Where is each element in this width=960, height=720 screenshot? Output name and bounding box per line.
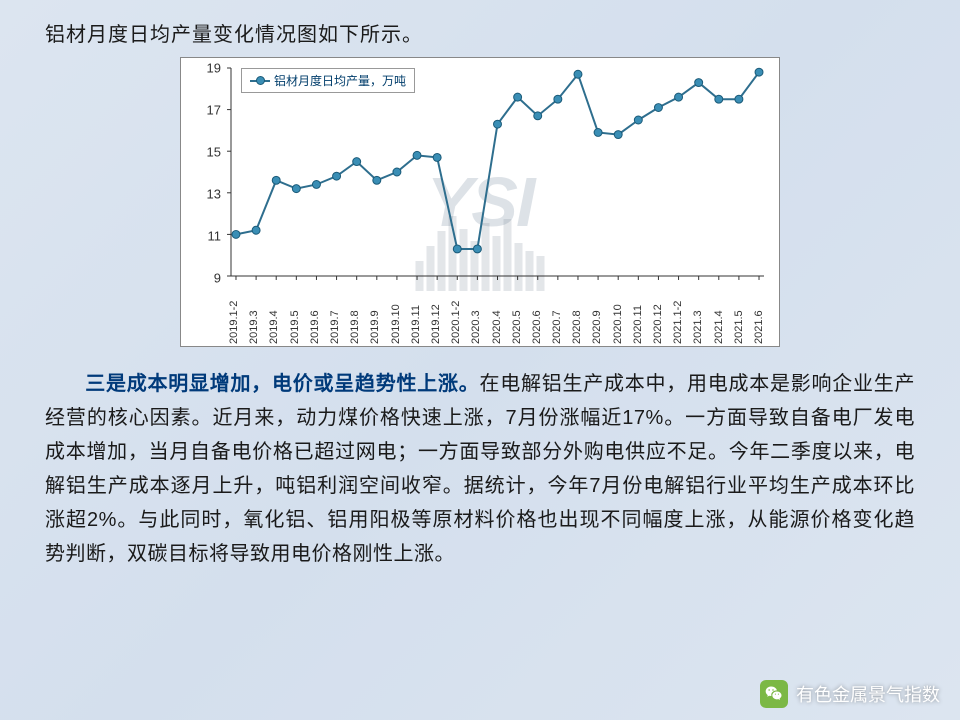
chart-svg (231, 68, 764, 276)
intro-paragraph: 铝材月度日均产量变化情况图如下所示。 (45, 18, 915, 47)
legend-label: 铝材月度日均产量，万吨 (274, 72, 406, 89)
x-tick-label: 2020.8 (571, 284, 583, 344)
footer: 有色金属景气指数 (760, 680, 940, 708)
y-tick-label: 19 (207, 61, 221, 76)
x-tick-label: 2020.3 (470, 284, 482, 344)
x-tick-label: 2021.6 (753, 284, 765, 344)
body-paragraph: 三是成本明显增加，电价或呈趋势性上涨。在电解铝生产成本中，用电成本是影响企业生产… (45, 367, 915, 571)
wechat-icon (760, 680, 788, 708)
x-tick-label: 2019.5 (289, 284, 301, 344)
x-tick-label: 2019.1-2 (228, 284, 240, 344)
slide-page: 铝材月度日均产量变化情况图如下所示。 YSI 铝材月度日均产量，万吨 91113… (0, 0, 960, 720)
x-tick-label: 2019.9 (369, 284, 381, 344)
plot-area (231, 68, 764, 276)
x-tick-label: 2021.3 (692, 284, 704, 344)
x-tick-label: 2020.6 (531, 284, 543, 344)
x-tick-label: 2020.5 (511, 284, 523, 344)
x-tick-label: 2019.10 (390, 284, 402, 344)
y-tick-label: 15 (207, 145, 221, 160)
x-tick-label: 2020.11 (632, 284, 644, 344)
x-tick-label: 2019.12 (430, 284, 442, 344)
chart-legend: 铝材月度日均产量，万吨 (241, 68, 415, 93)
y-axis: 91113151719 (181, 68, 226, 278)
x-tick-label: 2020.12 (652, 284, 664, 344)
x-tick-label: 2019.7 (329, 284, 341, 344)
legend-marker-icon (250, 80, 270, 82)
x-tick-label: 2020.1-2 (450, 284, 462, 344)
y-tick-label: 17 (207, 103, 221, 118)
x-tick-label: 2020.10 (612, 284, 624, 344)
body-rest: 在电解铝生产成本中，用电成本是影响企业生产经营的核心因素。近月来，动力煤价格快速… (45, 373, 915, 565)
x-tick-label: 2020.4 (491, 284, 503, 344)
y-tick-label: 9 (214, 271, 221, 286)
x-tick-label: 2019.11 (410, 284, 422, 344)
x-tick-label: 2019.4 (268, 284, 280, 344)
x-tick-label: 2021.1-2 (672, 284, 684, 344)
y-tick-label: 13 (207, 187, 221, 202)
footer-label: 有色金属景气指数 (796, 681, 940, 707)
x-tick-label: 2019.8 (349, 284, 361, 344)
x-tick-label: 2020.9 (591, 284, 603, 344)
x-tick-label: 2019.6 (309, 284, 321, 344)
line-chart: YSI 铝材月度日均产量，万吨 91113151719 2019.1-22019… (180, 57, 780, 347)
y-tick-label: 11 (208, 229, 222, 244)
highlight-text: 三是成本明显增加，电价或呈趋势性上涨。 (85, 373, 480, 395)
x-tick-label: 2021.5 (733, 284, 745, 344)
x-tick-label: 2019.3 (248, 284, 260, 344)
x-tick-label: 2021.4 (713, 284, 725, 344)
x-tick-label: 2020.7 (551, 284, 563, 344)
